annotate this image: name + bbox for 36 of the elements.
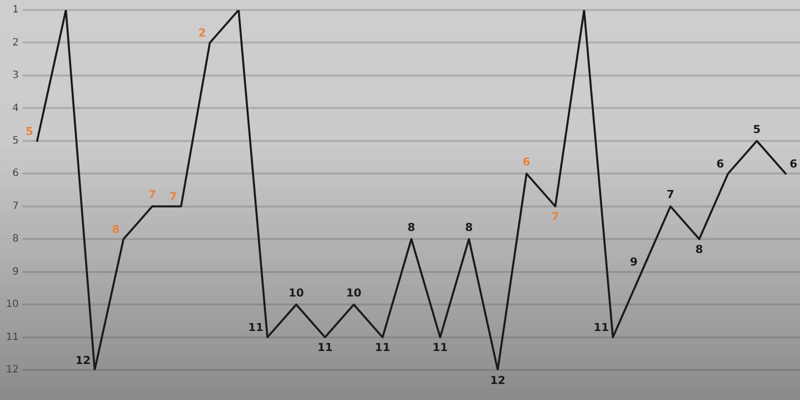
data-label: 7	[148, 188, 156, 202]
data-label: 8	[695, 242, 704, 256]
y-tick-label: 2	[12, 37, 19, 48]
data-label: 10	[346, 286, 362, 300]
y-tick-label: 11	[6, 332, 19, 343]
data-label: 8	[465, 220, 473, 234]
data-label: 5	[752, 122, 761, 136]
y-tick-label: 4	[12, 102, 19, 114]
data-label: 11	[594, 321, 609, 334]
data-label: 7	[666, 188, 674, 202]
data-label: 6	[790, 157, 798, 170]
y-tick-label: 12	[6, 364, 19, 376]
data-label: 7	[551, 210, 560, 224]
data-label: 11	[248, 321, 264, 334]
data-label: 12	[75, 354, 91, 367]
data-label: 11	[374, 341, 390, 354]
y-tick-label: 5	[12, 136, 19, 147]
data-label: 5	[25, 124, 34, 138]
data-label: 6	[522, 155, 531, 168]
data-label: 11	[317, 341, 333, 354]
data-label: 7	[169, 190, 178, 204]
y-tick-label: 7	[12, 200, 19, 212]
data-label: 8	[112, 222, 120, 236]
y-tick-label: 1	[12, 4, 19, 16]
data-label: 6	[716, 157, 724, 170]
data-label: 11	[432, 341, 448, 354]
y-tick-label: 3	[12, 70, 19, 82]
y-tick-label: 6	[12, 168, 19, 180]
y-tick-label: 10	[6, 299, 19, 310]
data-label: 9	[630, 256, 638, 269]
y-tick-label: 9	[12, 266, 19, 278]
data-label: 8	[408, 220, 416, 234]
data-label: 2	[198, 26, 206, 40]
data-label: 12	[490, 374, 506, 387]
y-tick-label: 8	[12, 234, 19, 245]
data-label: 10	[288, 286, 304, 300]
